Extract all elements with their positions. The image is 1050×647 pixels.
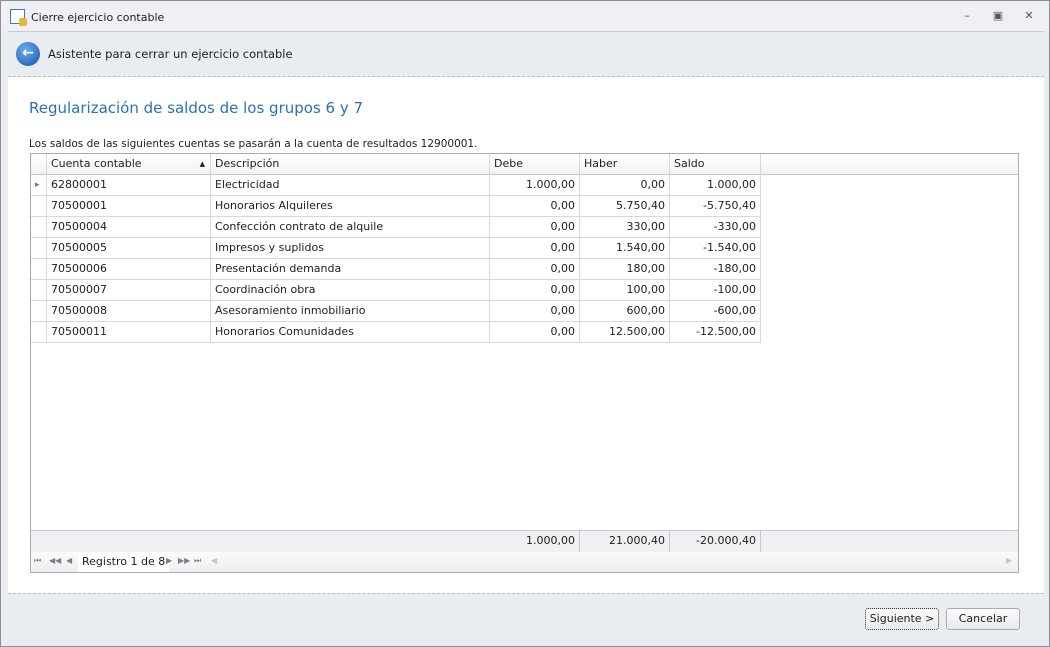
cell-cuenta[interactable]: 70500006 (47, 259, 211, 280)
cell-debe[interactable]: 0,00 (490, 322, 580, 343)
next-button[interactable]: Siguiente > (865, 608, 939, 630)
cell-descripcion[interactable]: Impresos y suplidos (211, 238, 490, 259)
current-row-indicator-icon[interactable]: ▸ (31, 175, 47, 196)
cell-descripcion[interactable]: Coordinación obra (211, 280, 490, 301)
cell-descripcion[interactable]: Asesoramiento inmobiliario (211, 301, 490, 322)
column-header-saldo[interactable]: Saldo (670, 154, 761, 175)
cell-descripcion[interactable]: Honorarios Comunidades (211, 322, 490, 343)
minimize-button[interactable]: – (964, 9, 970, 22)
row-indicator[interactable] (31, 238, 47, 259)
indicator-header (31, 154, 47, 175)
cell-cuenta[interactable]: 70500005 (47, 238, 211, 259)
total-debe: 1.000,00 (490, 531, 580, 552)
cell-saldo[interactable]: 1.000,00 (670, 175, 761, 196)
row-indicator[interactable] (31, 301, 47, 322)
cell-haber[interactable]: 0,00 (580, 175, 670, 196)
cell-saldo[interactable]: -600,00 (670, 301, 761, 322)
wizard-header: ← Asistente para cerrar un ejercicio con… (8, 31, 1044, 77)
cell-haber[interactable]: 330,00 (580, 217, 670, 238)
totals-row: 1.000,00 21.000,40 -20.000,40 (31, 530, 1018, 552)
grid-header: Cuenta contable ▲ Descripción Debe Haber … (31, 154, 1018, 175)
cell-haber[interactable]: 600,00 (580, 301, 670, 322)
page-title: Regularización de saldos de los grupos 6… (29, 99, 364, 117)
row-indicator[interactable] (31, 322, 47, 343)
row-indicator[interactable] (31, 259, 47, 280)
cell-haber[interactable]: 1.540,00 (580, 238, 670, 259)
window-title: Cierre ejercicio contable (31, 11, 165, 24)
column-header-debe[interactable]: Debe (490, 154, 580, 175)
previous-record-icon[interactable]: ◀ (66, 556, 73, 565)
cell-descripcion[interactable]: Honorarios Alquileres (211, 196, 490, 217)
page-description: Los saldos de las siguientes cuentas se … (29, 138, 478, 150)
cell-cuenta[interactable]: 62800001 (47, 175, 211, 196)
last-record-icon[interactable]: ⏭ (194, 556, 202, 565)
row-indicator[interactable] (31, 196, 47, 217)
total-saldo: -20.000,40 (670, 531, 761, 552)
cell-debe[interactable]: 1.000,00 (490, 175, 580, 196)
cell-debe[interactable]: 0,00 (490, 196, 580, 217)
cell-debe[interactable]: 0,00 (490, 280, 580, 301)
cell-saldo[interactable]: -180,00 (670, 259, 761, 280)
cell-cuenta[interactable]: 70500001 (47, 196, 211, 217)
cell-debe[interactable]: 0,00 (490, 217, 580, 238)
accounts-grid: Cuenta contable ▲ Descripción Debe Haber … (30, 153, 1019, 573)
title-bar: Cierre ejercicio contable – ▣ ✕ (1, 1, 1049, 31)
scroll-left-icon[interactable]: ◀ (211, 556, 218, 565)
next-record-icon[interactable]: ▶ (166, 556, 173, 565)
table-row[interactable]: 70500007 Coordinación obra 0,00 100,00 -100,… (31, 280, 761, 301)
cell-cuenta[interactable]: 70500011 (47, 322, 211, 343)
column-header-descripcion[interactable]: Descripción (211, 154, 490, 175)
cell-descripcion[interactable]: Electricidad (211, 175, 490, 196)
previous-page-icon[interactable]: ◀◀ (49, 556, 62, 565)
table-row[interactable]: 70500011 Honorarios Comunidades 0,00 12.500… (31, 322, 761, 343)
table-row[interactable]: 70500004 Confección contrato de alquile 0,… (31, 217, 761, 238)
table-row[interactable]: 70500006 Presentación demanda 0,00 180,00 -1… (31, 259, 761, 280)
cell-saldo[interactable]: -5.750,40 (670, 196, 761, 217)
cell-haber[interactable]: 5.750,40 (580, 196, 670, 217)
wizard-title: Asistente para cerrar un ejercicio conta… (48, 47, 293, 61)
column-header-cuenta[interactable]: Cuenta contable ▲ (47, 154, 211, 175)
table-row[interactable]: 70500005 Impresos y suplidos 0,00 1.540,00-… (31, 238, 761, 259)
cell-haber[interactable]: 12.500,00 (580, 322, 670, 343)
cell-cuenta[interactable]: 70500007 (47, 280, 211, 301)
back-arrow-icon[interactable]: ← (16, 42, 40, 66)
close-button[interactable]: ✕ (1024, 9, 1034, 22)
table-row[interactable]: 70500001 Honorarios Alquileres 0,00 5.750,4… (31, 196, 761, 217)
first-record-icon[interactable]: ⏮ (34, 556, 42, 565)
cell-saldo[interactable]: -1.540,00 (670, 238, 761, 259)
scroll-right-icon[interactable]: ▶ (1006, 556, 1013, 565)
app-icon (10, 9, 27, 26)
cell-debe[interactable]: 0,00 (490, 259, 580, 280)
column-header-haber[interactable]: Haber (580, 154, 670, 175)
cell-haber[interactable]: 100,00 (580, 280, 670, 301)
cell-debe[interactable]: 0,00 (490, 238, 580, 259)
cell-descripcion[interactable]: Presentación demanda (211, 259, 490, 280)
record-navigator: ⏮ ◀◀ ◀ Registro 1 de 8 ▶ ▶▶ ⏭ ◀ ▶ (31, 552, 1018, 572)
cell-saldo[interactable]: -100,00 (670, 280, 761, 301)
cell-saldo[interactable]: -330,00 (670, 217, 761, 238)
table-row[interactable]: ▸ 62800001 Electricidad 1.000,00 0,00 1.000,0… (31, 175, 761, 196)
cell-cuenta[interactable]: 70500004 (47, 217, 211, 238)
next-page-icon[interactable]: ▶▶ (178, 556, 191, 565)
row-indicator[interactable] (31, 217, 47, 238)
sort-ascending-icon: ▲ (199, 160, 205, 168)
wizard-footer: Siguiente > Cancelar (8, 593, 1044, 641)
cell-cuenta[interactable]: 70500008 (47, 301, 211, 322)
record-counter: Registro 1 de 8 (78, 552, 170, 572)
cell-descripcion[interactable]: Confección contrato de alquile (211, 217, 490, 238)
cell-debe[interactable]: 0,00 (490, 301, 580, 322)
row-indicator[interactable] (31, 280, 47, 301)
cell-saldo[interactable]: -12.500,00 (670, 322, 761, 343)
total-haber: 21.000,40 (580, 531, 670, 552)
restore-button[interactable]: ▣ (992, 9, 1004, 22)
cancel-button[interactable]: Cancelar (946, 608, 1020, 630)
wizard-content: Regularización de saldos de los grupos 6… (8, 77, 1044, 593)
table-row[interactable]: 70500008 Asesoramiento inmobiliario 0,00 60… (31, 301, 761, 322)
cell-haber[interactable]: 180,00 (580, 259, 670, 280)
